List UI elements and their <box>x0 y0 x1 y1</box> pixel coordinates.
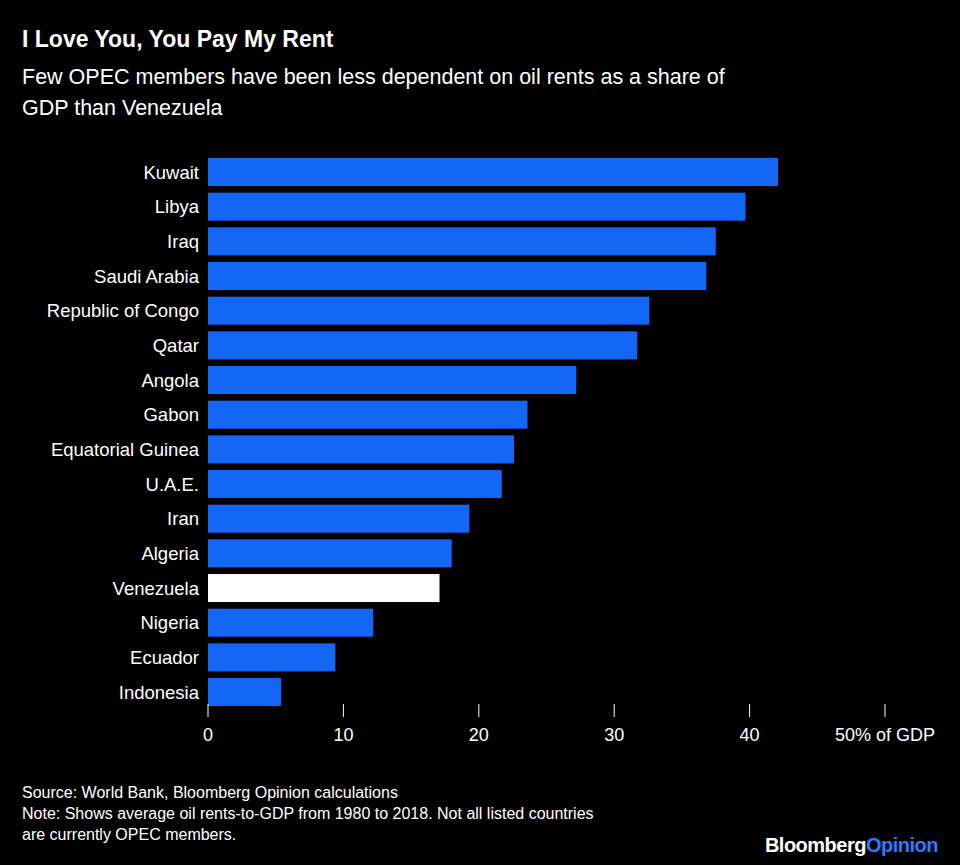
category-label: U.A.E. <box>146 474 199 495</box>
bar <box>208 505 469 533</box>
tick-label: 50% of GDP <box>835 725 935 745</box>
tick-label: 30 <box>604 725 624 745</box>
brand-part: Opinion <box>866 834 938 856</box>
category-label: Iraq <box>167 231 199 252</box>
tick <box>208 704 209 717</box>
category-label: Nigeria <box>140 612 199 633</box>
chart: I Love You, You Pay My Rent Few OPEC memb… <box>0 0 960 865</box>
category-label: Gabon <box>143 404 199 425</box>
category-label: Saudi Arabia <box>94 266 200 287</box>
tick <box>614 704 615 717</box>
background <box>0 0 960 865</box>
category-label: Algeria <box>141 543 199 564</box>
tick-label: 10 <box>333 725 353 745</box>
note: Note: Shows average oil rents-to-GDP fro… <box>22 805 594 822</box>
category-label: Venezuela <box>113 578 200 599</box>
bar <box>208 609 373 637</box>
bar <box>208 401 528 429</box>
category-label: Qatar <box>153 335 199 356</box>
category-label: Indonesia <box>119 682 200 703</box>
bar <box>208 574 440 602</box>
category-label: Republic of Congo <box>47 300 199 321</box>
bar <box>208 227 716 255</box>
bar <box>208 366 576 394</box>
bar <box>208 539 452 567</box>
bar <box>208 262 706 290</box>
bar <box>208 678 281 706</box>
category-label: Kuwait <box>143 162 199 183</box>
title: I Love You, You Pay My Rent <box>22 26 334 52</box>
subtitle: Few OPEC members have been less dependen… <box>22 65 725 89</box>
bar <box>208 331 637 359</box>
category-label: Equatorial Guinea <box>51 439 200 460</box>
bar <box>208 643 335 671</box>
source: Source: World Bank, Bloomberg Opinion ca… <box>22 784 398 801</box>
tick-label: 0 <box>203 725 213 745</box>
bar <box>208 193 746 221</box>
bar <box>208 470 502 498</box>
note: are currently OPEC members. <box>22 826 236 843</box>
brand: BloombergOpinion <box>765 834 938 856</box>
category-label: Iran <box>167 508 199 529</box>
category-label: Ecuador <box>130 647 199 668</box>
tick <box>885 704 886 717</box>
subtitle: GDP than Venezuela <box>22 96 222 120</box>
tick <box>749 704 750 717</box>
tick-label: 40 <box>740 725 760 745</box>
category-label: Angola <box>141 370 199 391</box>
bars <box>208 158 778 706</box>
tick <box>478 704 479 717</box>
brand-part: Bloomberg <box>765 834 866 856</box>
tick-label: 20 <box>469 725 489 745</box>
bar <box>208 158 778 186</box>
tick <box>343 704 344 717</box>
bar <box>208 435 514 463</box>
category-label: Libya <box>155 196 200 217</box>
bar <box>208 297 649 325</box>
